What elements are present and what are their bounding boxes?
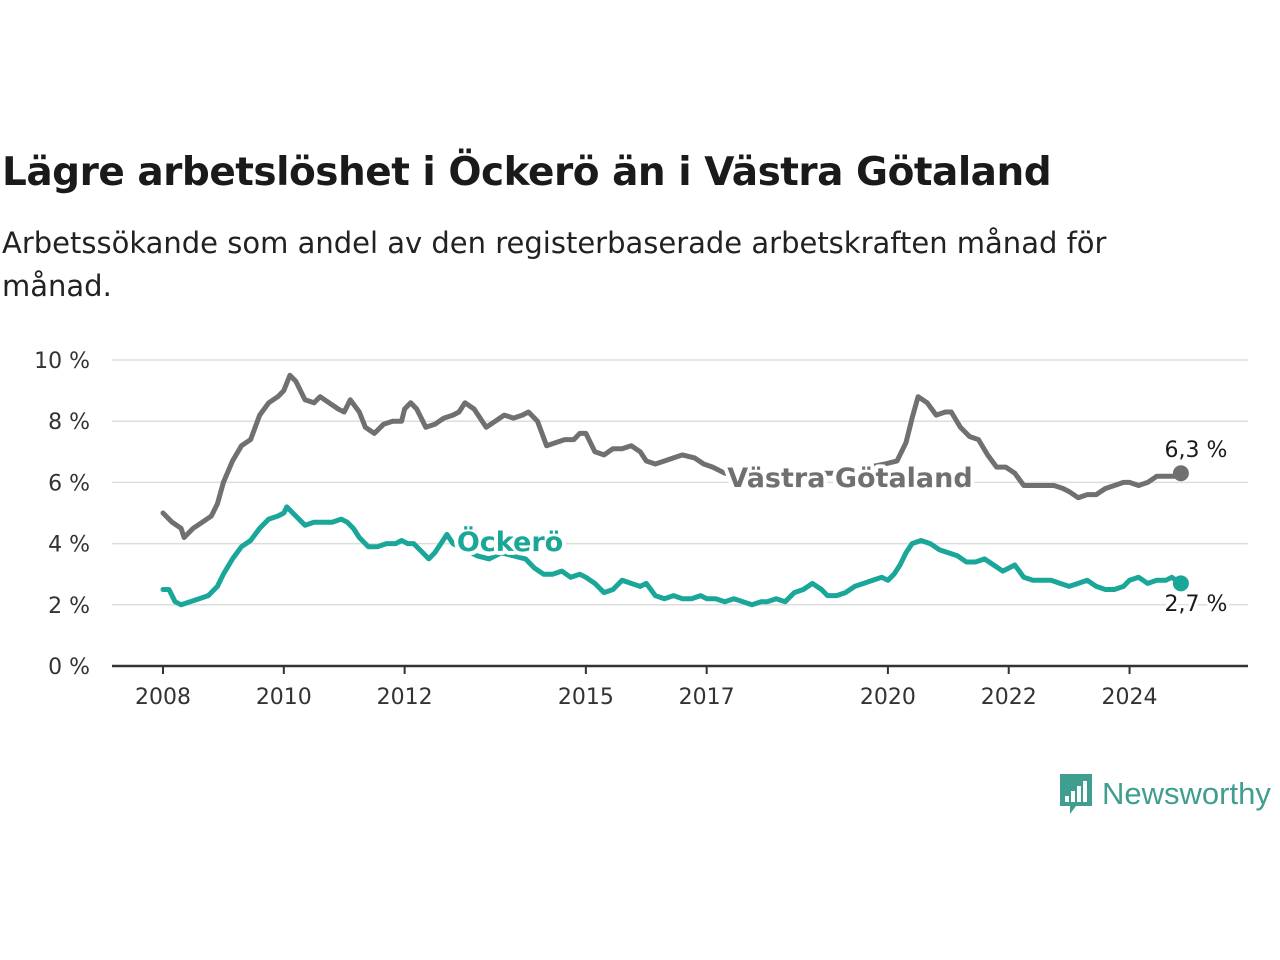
newsworthy-icon: [1060, 774, 1092, 814]
series-line-0: [160, 372, 1184, 540]
series-lines: [160, 372, 1189, 608]
x-tick-label: 2020: [860, 685, 916, 710]
end-value-label-1: 2,7 %: [1165, 592, 1228, 617]
x-tick-label: 2017: [679, 685, 735, 710]
end-point-marker-0: [1172, 465, 1189, 482]
y-tick-label: 10 %: [34, 349, 90, 374]
chart-subtitle: Arbetssökande som andel av den registerb…: [2, 226, 1107, 303]
x-tick-label: 2024: [1102, 685, 1158, 710]
y-axis-ticks: 0 % 2 % 4 % 6 % 8 % 10 %: [34, 349, 90, 680]
end-point-marker-1: [1172, 575, 1189, 592]
x-axis-ticks: 2008 2010 2012 2015 2017 2020 2022 2024: [112, 664, 1248, 710]
series-label-1: Öckerö: [457, 525, 563, 558]
y-tick-label: 0 %: [48, 655, 90, 680]
series-labels: Västra Götaland Öckerö 6,3 % 2,7 %: [453, 435, 1231, 620]
chart-title: Lägre arbetslöshet i Öckerö än i Västra …: [2, 150, 1052, 195]
y-tick-label: 2 %: [48, 594, 90, 619]
y-tick-label: 4 %: [48, 533, 90, 558]
newsworthy-logo: Newsworthy: [1058, 772, 1271, 816]
x-tick-label: 2012: [377, 685, 433, 710]
y-tick-label: 6 %: [48, 471, 90, 496]
x-tick-label: 2008: [135, 685, 191, 710]
grid-lines: [112, 359, 1248, 606]
x-tick-label: 2010: [256, 685, 312, 710]
x-tick-label: 2022: [981, 685, 1037, 710]
series-label-0: Västra Götaland: [727, 463, 972, 494]
series-line-1: [160, 504, 1184, 608]
end-value-label-0: 6,3 %: [1165, 438, 1228, 463]
x-tick-label: 2015: [558, 685, 614, 710]
brand-name: Newsworthy: [1102, 776, 1271, 811]
y-tick-label: 8 %: [48, 410, 90, 435]
